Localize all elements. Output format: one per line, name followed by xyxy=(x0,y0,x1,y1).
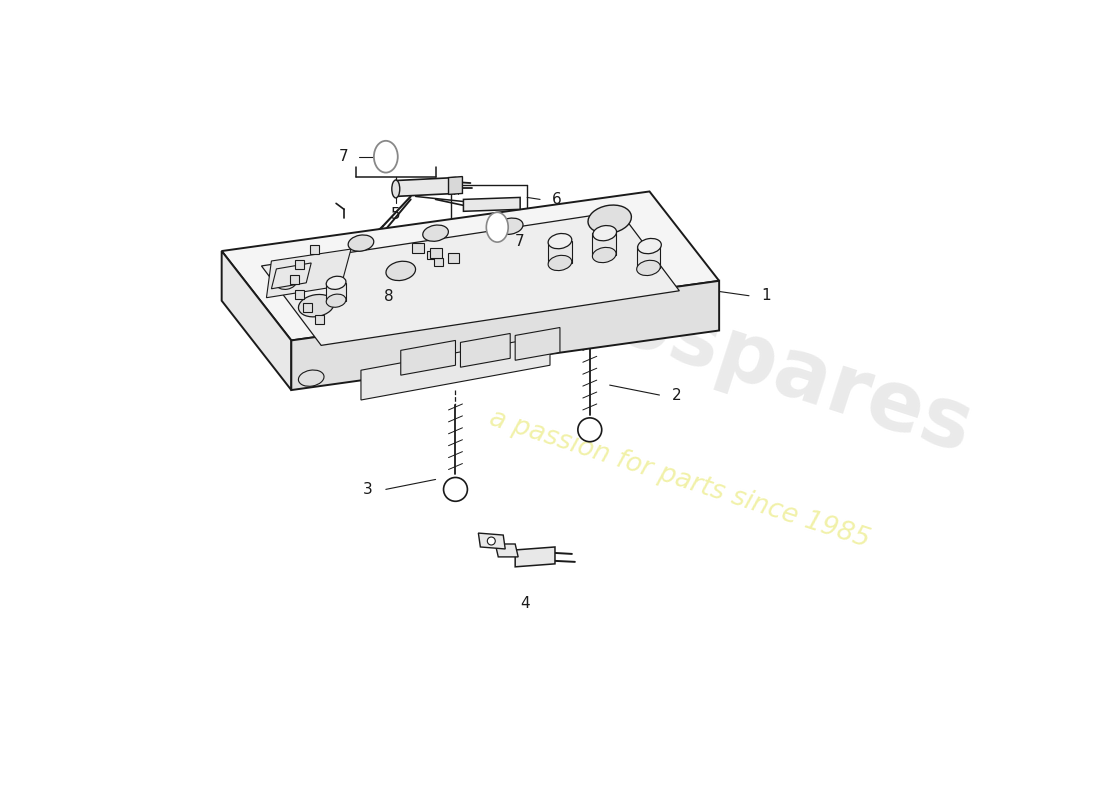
Text: a passion for parts since 1985: a passion for parts since 1985 xyxy=(486,406,872,554)
Ellipse shape xyxy=(593,226,617,241)
Polygon shape xyxy=(316,314,324,323)
Ellipse shape xyxy=(348,235,374,251)
Ellipse shape xyxy=(486,212,508,242)
Ellipse shape xyxy=(386,262,416,281)
Polygon shape xyxy=(449,177,462,194)
Text: 5: 5 xyxy=(390,206,400,222)
Polygon shape xyxy=(515,547,556,567)
Polygon shape xyxy=(295,290,305,298)
Polygon shape xyxy=(433,258,442,266)
Polygon shape xyxy=(495,544,518,557)
Ellipse shape xyxy=(638,238,661,254)
Ellipse shape xyxy=(578,418,602,442)
Ellipse shape xyxy=(298,294,334,317)
Ellipse shape xyxy=(443,478,468,502)
Text: 2: 2 xyxy=(671,387,681,402)
Polygon shape xyxy=(448,253,460,263)
Text: 3: 3 xyxy=(363,482,373,497)
Polygon shape xyxy=(411,243,424,253)
Ellipse shape xyxy=(298,370,324,386)
Polygon shape xyxy=(326,283,346,301)
Ellipse shape xyxy=(548,255,572,270)
Ellipse shape xyxy=(588,205,631,234)
Polygon shape xyxy=(427,251,436,259)
Polygon shape xyxy=(290,275,299,284)
Polygon shape xyxy=(461,334,510,367)
Ellipse shape xyxy=(548,234,572,249)
Ellipse shape xyxy=(487,537,495,545)
Polygon shape xyxy=(222,251,292,390)
Polygon shape xyxy=(430,248,441,258)
Polygon shape xyxy=(361,335,550,400)
Ellipse shape xyxy=(276,276,296,290)
Polygon shape xyxy=(295,260,305,269)
Polygon shape xyxy=(262,211,680,346)
Polygon shape xyxy=(310,245,319,254)
Polygon shape xyxy=(592,233,616,255)
Text: 7: 7 xyxy=(339,150,348,164)
Ellipse shape xyxy=(593,247,616,262)
Text: 1: 1 xyxy=(761,288,771,303)
Ellipse shape xyxy=(422,225,449,242)
Polygon shape xyxy=(292,281,719,390)
Ellipse shape xyxy=(392,180,399,198)
Polygon shape xyxy=(304,302,312,312)
Polygon shape xyxy=(637,246,660,268)
Polygon shape xyxy=(396,178,455,197)
Polygon shape xyxy=(515,327,560,360)
Polygon shape xyxy=(400,341,455,375)
Ellipse shape xyxy=(637,260,660,275)
Text: 4: 4 xyxy=(520,596,530,611)
Ellipse shape xyxy=(497,218,522,234)
Text: eurospares: eurospares xyxy=(455,230,982,470)
Polygon shape xyxy=(548,241,572,263)
Text: 8: 8 xyxy=(384,290,394,304)
Polygon shape xyxy=(222,191,719,341)
Polygon shape xyxy=(463,198,520,211)
Ellipse shape xyxy=(327,294,345,307)
Ellipse shape xyxy=(374,141,398,173)
Text: 6: 6 xyxy=(552,192,562,207)
Ellipse shape xyxy=(327,276,345,290)
Text: 7: 7 xyxy=(515,234,525,249)
Polygon shape xyxy=(266,249,351,298)
Polygon shape xyxy=(272,263,311,289)
Polygon shape xyxy=(478,533,505,549)
